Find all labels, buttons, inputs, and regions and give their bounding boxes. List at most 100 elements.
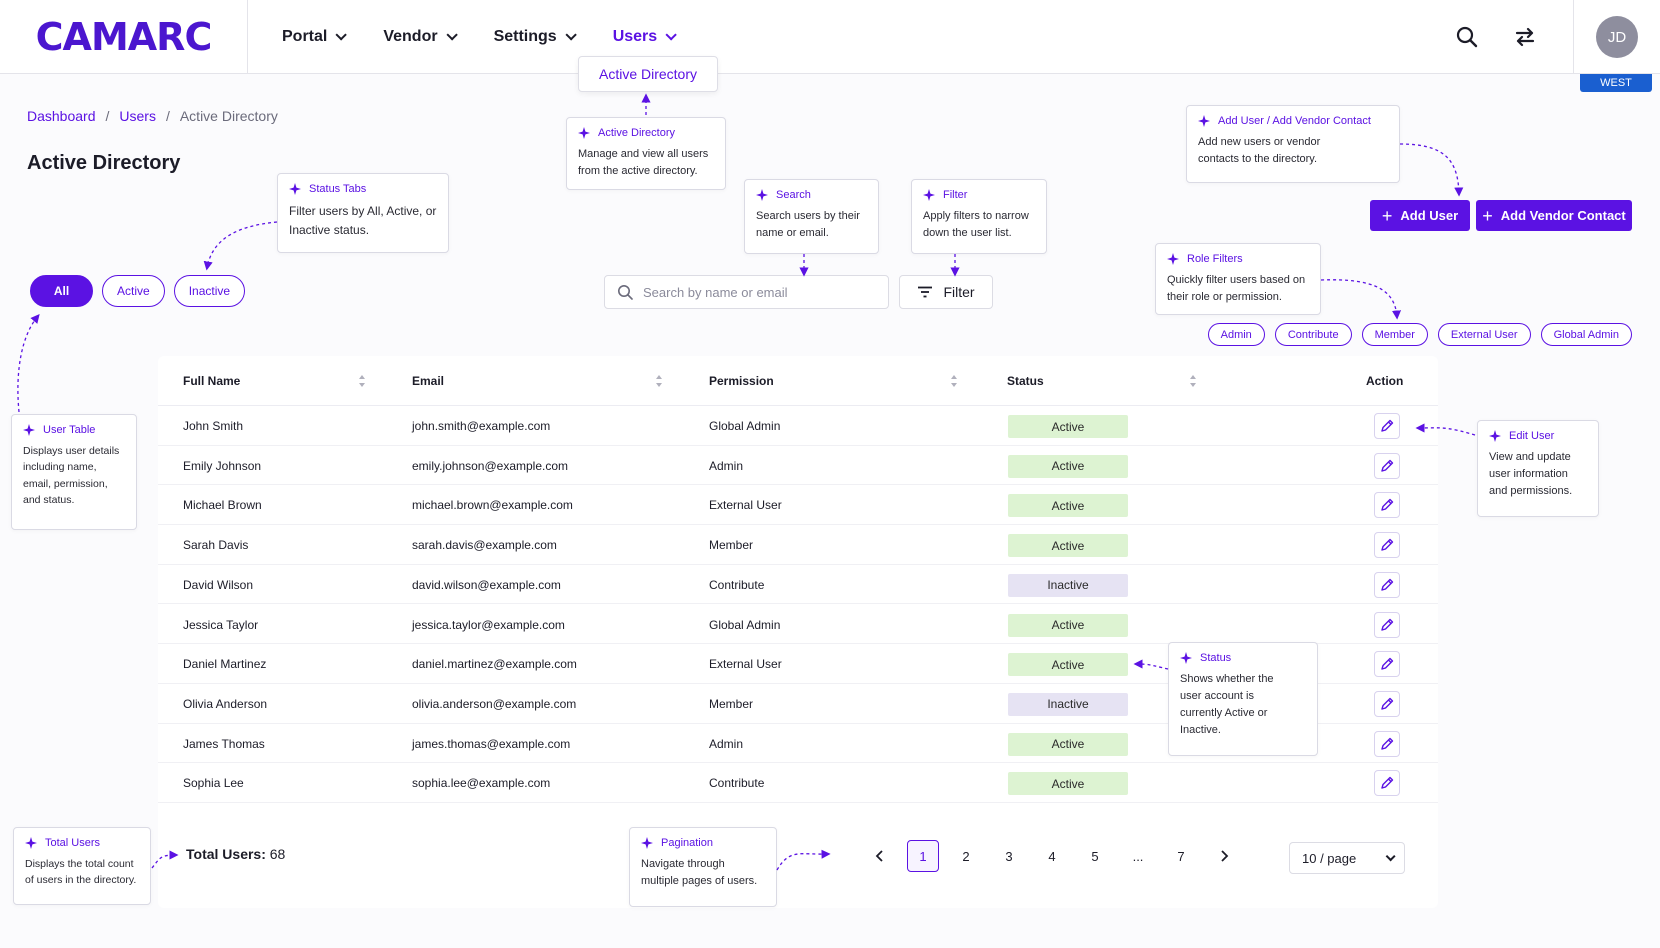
nav-portal[interactable]: Portal [282,28,348,46]
edit-icon [1381,499,1394,512]
table-row: Michael Brown michael.brown@example.com Ex… [158,485,1438,526]
breadcrumb-dashboard[interactable]: Dashboard [27,108,96,124]
sort-icon[interactable] [1189,374,1197,388]
cell-permission: Admin [709,736,744,751]
annotation-title: Search [776,189,811,201]
cell-permission: External User [709,498,782,513]
chevron-down-icon [446,29,458,41]
total-users-label: Total Users: [186,846,266,862]
plus-icon: + [1381,205,1393,226]
cell-email: emily.johnson@example.com [412,458,569,473]
chevron-down-icon [665,29,677,41]
annotation-pagination: Pagination Navigate through multiple pag… [629,827,777,907]
cell-email: olivia.anderson@example.com [412,696,577,711]
role-chip-member[interactable]: Member [1361,323,1428,346]
role-chip-contribute[interactable]: Contribute [1274,323,1352,346]
nav-vendor[interactable]: Vendor [383,28,458,46]
cell-email: sophia.lee@example.com [412,776,551,791]
annotation-text: Navigate through multiple pages of users… [641,858,758,888]
page-button[interactable]: 3 [1005,848,1013,864]
tab-active[interactable]: Active [102,275,165,307]
column-header-email[interactable]: Email [412,374,445,388]
sparkle-icon [1489,430,1501,442]
edit-user-button[interactable] [1374,492,1400,519]
role-chip-external-user[interactable]: External User [1437,323,1531,346]
next-page-button[interactable] [1208,840,1240,872]
sort-icon[interactable] [358,374,366,388]
table-row: James Thomas james.thomas@example.com Admi… [158,724,1438,764]
edit-icon [1381,777,1394,789]
page-button[interactable]: 2 [962,848,970,864]
table-row: Sarah Davis sarah.davis@example.com Member… [158,525,1438,565]
chevron-down-icon [565,29,577,41]
annotation-search: Search Search users by their name or ema… [744,179,879,254]
annotation-text: Shows whether the user account is curren… [1180,673,1274,737]
cell-full-name: Emily Johnson [183,458,262,473]
edit-user-button[interactable] [1374,690,1400,717]
page-button[interactable]: 5 [1091,848,1099,864]
cell-email: sarah.davis@example.com [412,538,557,553]
cell-permission: Contribute [709,776,765,791]
add-user-button[interactable]: + Add User [1370,200,1470,231]
page-button[interactable]: 4 [1048,848,1056,864]
sort-icon[interactable] [950,374,958,388]
status-badge: Active [1008,415,1128,438]
page-size-select[interactable]: 10 / page [1289,842,1405,874]
role-chip-global-admin[interactable]: Global Admin [1540,323,1632,346]
nav-settings[interactable]: Settings [494,28,577,46]
table-row: John Smith john.smith@example.com Global A… [158,406,1438,446]
tab-all[interactable]: All [30,275,93,307]
breadcrumb: Dashboard / Users / Active Directory [27,108,278,124]
filter-button[interactable]: Filter [899,275,993,309]
search-input[interactable] [643,284,873,300]
breadcrumb-users[interactable]: Users [119,108,156,124]
column-header-status[interactable]: Status [1007,374,1044,388]
search-box [604,275,889,309]
cell-full-name: Daniel Martinez [183,657,267,672]
edit-user-button[interactable] [1374,413,1400,439]
edit-user-button[interactable] [1374,571,1400,598]
plus-icon: + [1482,205,1493,226]
logo: CAMARC [35,15,213,59]
cell-permission: Member [709,538,754,553]
chevron-right-icon [1221,850,1229,862]
table-row: Sophia Lee sophia.lee@example.com Contribu… [158,763,1438,803]
top-header: CAMARC Portal Vendor Settings Users JD [0,0,1660,74]
nav-users[interactable]: Users [613,28,677,46]
edit-user-button[interactable] [1374,452,1400,479]
add-user-label: Add User [1400,208,1459,223]
tab-inactive[interactable]: Inactive [173,275,246,307]
edit-user-button[interactable] [1374,730,1400,757]
status-badge: Active [1008,494,1128,518]
page-button[interactable]: 7 [1177,848,1185,864]
cell-permission: Member [709,696,754,711]
prev-page-button[interactable] [864,840,896,872]
annotation-add-user: Add User / Add Vendor Contact Add new us… [1186,105,1400,183]
annotation-title: Total Users [45,837,101,849]
logo-container[interactable]: CAMARC [0,0,248,74]
column-header-full-name[interactable]: Full Name [183,374,241,388]
edit-user-button[interactable] [1374,651,1400,678]
search-icon[interactable] [1452,22,1482,52]
sort-icon[interactable] [655,374,663,388]
status-badge: Inactive [1008,573,1128,597]
user-table: Full Name Email Permission Status Action… [158,356,1438,908]
page-title: Active Directory [27,152,181,174]
edit-user-button[interactable] [1374,770,1400,797]
role-chip-admin[interactable]: Admin [1207,323,1265,346]
region-badge: WEST [1580,74,1652,92]
avatar[interactable]: JD [1596,16,1638,58]
edit-user-button[interactable] [1374,532,1400,559]
nav-dropdown-active-directory[interactable]: Active Directory [578,56,718,92]
breadcrumb-separator: / [165,108,170,124]
table-row: David Wilson david.wilson@example.com Cont… [158,565,1438,605]
page-button[interactable]: 1 [907,840,939,872]
column-header-permission[interactable]: Permission [709,374,774,388]
breadcrumb-current: Active Directory [179,108,278,124]
annotation-title: Role Filters [1187,253,1243,265]
switch-arrows-icon[interactable] [1510,22,1540,52]
edit-user-button[interactable] [1374,611,1400,638]
status-badge: Active [1008,732,1128,756]
add-vendor-contact-button[interactable]: + Add Vendor Contact [1476,200,1632,231]
cell-email: john.smith@example.com [412,419,551,433]
